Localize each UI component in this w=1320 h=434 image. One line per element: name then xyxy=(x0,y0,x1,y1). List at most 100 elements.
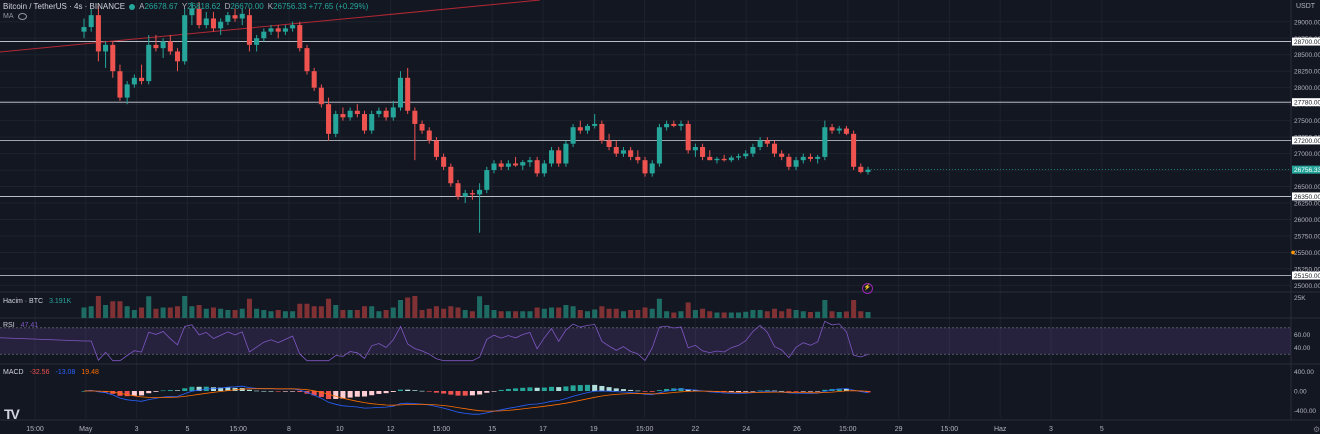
ma-indicator-header[interactable]: MA xyxy=(3,13,27,20)
macd-histogram-bar xyxy=(685,389,691,391)
ohlc-open: A26678.67 xyxy=(139,2,178,11)
macd-header[interactable]: MACD -32.56 -13.08 19.48 xyxy=(3,369,99,376)
macd-histogram-bar xyxy=(311,391,317,396)
macd-histogram-bar xyxy=(520,387,526,391)
volume-bar xyxy=(88,306,94,318)
volume-bar xyxy=(397,300,403,318)
macd-histogram-bar xyxy=(592,384,598,391)
macd-histogram-bar xyxy=(750,391,756,392)
macd-histogram-bar xyxy=(340,391,346,399)
alert-icon[interactable]: ⚡ xyxy=(862,283,873,294)
volume-bar xyxy=(858,311,864,318)
macd-histogram-bar xyxy=(584,384,591,391)
candle-body xyxy=(455,183,461,197)
candle-body xyxy=(534,160,540,174)
volume-bar xyxy=(822,300,828,318)
candle-body xyxy=(656,127,662,164)
candle-body xyxy=(786,156,792,167)
volume-bar xyxy=(246,298,252,318)
tradingview-logo-icon[interactable]: TV xyxy=(4,406,20,422)
time-axis-label: 15 xyxy=(488,426,496,433)
volume-bar xyxy=(124,306,130,318)
macd-hist-value: -32.56 xyxy=(29,369,50,376)
macd-histogram-bar xyxy=(189,386,195,391)
volume-bar xyxy=(333,305,339,318)
candle-body xyxy=(484,170,490,190)
macd-signal-value: 19.48 xyxy=(81,369,99,376)
volume-bar xyxy=(196,305,202,318)
macd-histogram-bar xyxy=(728,391,734,393)
volume-bar xyxy=(620,311,626,318)
level-price-label: 27200.00 xyxy=(1294,138,1320,145)
macd-histogram-bar xyxy=(426,391,432,392)
candle-body xyxy=(736,156,742,158)
candle-body xyxy=(275,28,281,32)
macd-histogram-bar xyxy=(577,385,583,391)
rsi-label: RSI xyxy=(3,322,15,329)
volume-bar xyxy=(527,311,533,318)
candle-body xyxy=(412,110,418,124)
volume-bar xyxy=(800,311,806,318)
macd-histogram-bar xyxy=(843,388,849,391)
macd-histogram-bar xyxy=(498,389,504,391)
volume-bar xyxy=(707,311,713,318)
volume-bar xyxy=(383,310,389,318)
volume-bar xyxy=(728,312,734,318)
candle-body xyxy=(282,28,288,32)
volume-bar xyxy=(786,308,792,318)
macd-histogram-bar xyxy=(807,391,813,392)
candle-body xyxy=(326,104,332,134)
volume-header[interactable]: Hacim · BTC 3.191K xyxy=(3,298,71,305)
macd-label: MACD xyxy=(3,369,24,376)
macd-histogram-bar xyxy=(448,391,454,395)
time-axis-label: Haz xyxy=(994,426,1007,433)
symbol-title[interactable]: Bitcoin / TetherUS · 4s · BINANCE xyxy=(3,2,126,11)
gear-icon[interactable]: ⚙ xyxy=(1313,425,1320,434)
volume-bar xyxy=(131,310,137,318)
volume-bar xyxy=(714,312,720,318)
candle-body xyxy=(685,123,691,151)
alert-marker-icon xyxy=(1291,250,1295,255)
volume-bar xyxy=(326,298,332,318)
currency-unit[interactable]: USDT xyxy=(1296,3,1316,10)
volume-bar xyxy=(419,310,425,318)
rsi-header[interactable]: RSI 47.41 xyxy=(3,322,38,329)
volume-bar xyxy=(484,305,490,318)
macd-histogram-bar xyxy=(527,387,533,391)
candle-body xyxy=(448,166,454,184)
macd-histogram-bar xyxy=(793,391,799,392)
volume-bar xyxy=(103,305,109,318)
macd-histogram-bar xyxy=(290,391,296,392)
candle-body xyxy=(505,163,511,167)
rsi-band xyxy=(0,327,1291,355)
volume-bar xyxy=(297,303,303,318)
candle-body xyxy=(513,163,519,166)
candle-body xyxy=(807,156,813,159)
level-price-tag xyxy=(1292,136,1320,145)
macd-histogram-bar xyxy=(369,391,375,396)
volume-bar xyxy=(160,307,166,318)
last-price-tag xyxy=(1292,165,1320,174)
volume-bar xyxy=(700,308,706,318)
volume-bar xyxy=(167,307,173,318)
eye-icon[interactable] xyxy=(17,13,27,20)
rsi-line xyxy=(0,320,869,362)
macd-histogram-bar xyxy=(764,390,770,391)
volume-bar xyxy=(635,310,641,318)
candle-body xyxy=(549,150,555,164)
volume-bar xyxy=(412,296,418,318)
candle-body xyxy=(239,13,245,19)
candle-body xyxy=(390,107,396,118)
candle-body xyxy=(563,143,569,164)
volume-bar xyxy=(139,307,145,318)
volume-bar xyxy=(117,301,123,318)
macd-histogram-bar xyxy=(606,387,612,391)
macd-histogram-bar xyxy=(160,390,166,392)
candle-body xyxy=(556,150,562,164)
volume-bar xyxy=(462,310,468,318)
candles-group xyxy=(81,2,871,233)
volume-bar xyxy=(664,311,670,318)
level-price-tag xyxy=(1292,271,1320,280)
macd-histogram-bar xyxy=(541,387,547,391)
